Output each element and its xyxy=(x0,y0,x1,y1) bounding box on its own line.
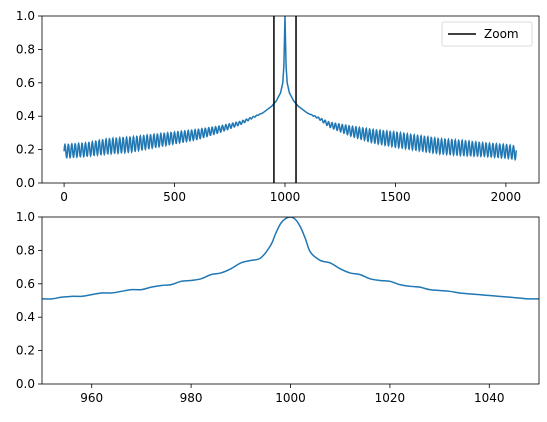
x-axis-ticks: 960 980 1000 1020 1040 xyxy=(80,384,505,405)
y-tick-label: 1.0 xyxy=(16,210,35,224)
y-tick-label: 0.4 xyxy=(16,310,35,324)
y-tick-label: 0.6 xyxy=(16,277,35,291)
y-tick-label: 0.0 xyxy=(16,176,35,190)
y-axis-ticks: 0.0 0.2 0.4 0.6 0.8 1.0 xyxy=(16,9,42,190)
y-tick-label: 0.2 xyxy=(16,143,35,157)
x-tick-label: 1000 xyxy=(270,190,301,204)
y-tick-label: 1.0 xyxy=(16,9,35,23)
x-tick-label: 1000 xyxy=(275,391,306,405)
x-tick-label: 500 xyxy=(163,190,186,204)
zoomed-detail-plot: 0.0 0.2 0.4 0.6 0.8 1.0 960 980 1000 1020 1040 xyxy=(16,210,540,405)
x-tick-label: 960 xyxy=(80,391,103,405)
x-axis-ticks: 0 500 1000 1500 2000 xyxy=(60,183,521,204)
legend-label: Zoom xyxy=(484,27,519,41)
x-tick-label: 1040 xyxy=(474,391,505,405)
y-tick-label: 0.8 xyxy=(16,243,35,257)
y-tick-label: 0.2 xyxy=(16,344,35,358)
legend-box xyxy=(441,21,533,47)
x-tick-label: 1020 xyxy=(375,391,406,405)
signal-line-zoomed xyxy=(42,217,539,300)
y-tick-label: 0.8 xyxy=(16,42,35,56)
x-tick-label: 1500 xyxy=(380,190,411,204)
x-tick-label: 980 xyxy=(180,391,203,405)
legend: Zoom xyxy=(441,21,533,47)
x-tick-label: 2000 xyxy=(491,190,522,204)
y-tick-label: 0.0 xyxy=(16,377,35,391)
signal-line xyxy=(63,16,517,162)
plot-frame xyxy=(41,216,540,385)
plot-frame xyxy=(41,15,540,184)
y-tick-label: 0.6 xyxy=(16,76,35,90)
y-axis-ticks: 0.0 0.2 0.4 0.6 0.8 1.0 xyxy=(16,210,42,391)
zoom-boundaries xyxy=(273,16,297,183)
y-tick-label: 0.4 xyxy=(16,109,35,123)
zoom-overview-plot: 0.0 0.2 0.4 0.6 0.8 1.0 0 500 1000 1500 2000 Zoom xyxy=(16,9,540,204)
x-tick-label: 0 xyxy=(60,190,68,204)
